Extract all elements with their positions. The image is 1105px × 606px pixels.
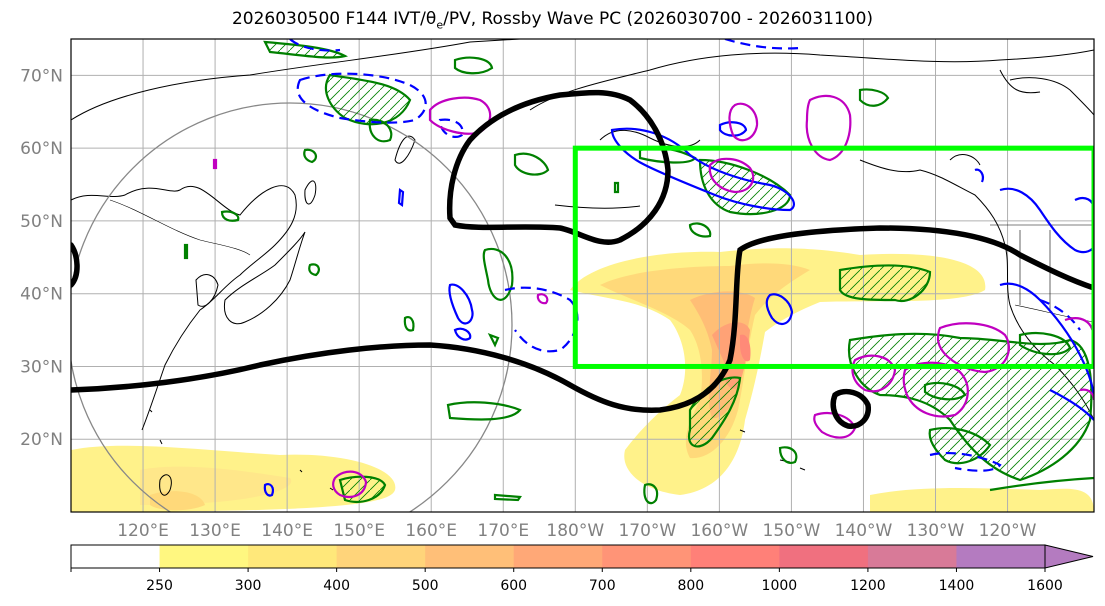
latitude-label: 70°N [20, 66, 63, 86]
colorbar-segment [513, 545, 603, 568]
colorbar-segment [336, 545, 426, 568]
longitude-label: 160°E [405, 521, 457, 541]
latitude-label: 30°N [20, 357, 63, 377]
theta-negative-dashed-contours [289, 39, 1081, 472]
colorbar-tick-label: 1200 [850, 578, 886, 594]
colorbar-tick-label: 1400 [939, 578, 975, 594]
latitude-label: 60°N [20, 139, 63, 159]
longitude-labels: 120°E 130°E 140°E 150°E 160°E 170°E 180°W 170°W… [117, 521, 1036, 541]
colorbar-segment [425, 545, 515, 568]
longitude-label: 120°W [979, 521, 1037, 541]
borders [109, 199, 1094, 323]
colorbar-tick-label: 600 [500, 578, 527, 594]
longitude-label: 120°E [117, 521, 169, 541]
colorbar-segment [159, 545, 249, 568]
trough-lines [71, 89, 1094, 429]
colorbar: 250 300 400 500 600 700 800 1000 1200 1400 1600 [70, 544, 1094, 594]
colorbar-segment [956, 545, 1046, 568]
map-frame [70, 38, 1095, 513]
longitude-label: 130°E [189, 521, 241, 541]
colorbar-tick-label: 1000 [762, 578, 798, 594]
colorbar-tick-label: 300 [235, 578, 262, 594]
colorbar-segment [779, 545, 869, 568]
longitude-label: 160°W [690, 521, 748, 541]
theta-magenta-contours [212, 94, 1094, 499]
colorbar-tick-label: 250 [146, 578, 173, 594]
colorbar-tick-label: 1600 [1027, 578, 1063, 594]
colorbar-segment [71, 545, 161, 568]
pv-hatched-areas [263, 40, 1093, 503]
latitude-label: 40°N [20, 285, 63, 305]
colorbar-segment [867, 545, 957, 568]
longitude-label: 140°W [835, 521, 893, 541]
colorbar-tick-label: 400 [323, 578, 350, 594]
colorbar-segment [690, 545, 780, 568]
colorbar-extend-arrow [1044, 544, 1094, 569]
colorbar-tick-label: 700 [589, 578, 616, 594]
longitude-label: 150°W [763, 521, 821, 541]
latitude-label: 50°N [20, 212, 63, 232]
latitude-label: 20°N [20, 430, 63, 450]
colorbar-segment [248, 545, 338, 568]
longitude-label: 180°W [546, 521, 604, 541]
theta-positive-contours [263, 121, 1094, 497]
pv-contours [183, 56, 1094, 505]
longitude-label: 140°E [261, 521, 313, 541]
colorbar-frame [70, 544, 1046, 569]
reference-circle [71, 102, 513, 512]
longitude-label: 170°E [477, 521, 529, 541]
longitude-label: 150°E [333, 521, 385, 541]
longitude-label: 170°W [618, 521, 676, 541]
page-title: 2026030500 F144 IVT/θe/PV, Rossby Wave P… [231, 9, 874, 32]
colorbar-tick-label: 500 [412, 578, 439, 594]
colorbar-segment [602, 545, 692, 568]
latitude-labels: 70°N 60°N 50°N 40°N 30°N 20°N [20, 66, 63, 450]
longitude-label: 130°W [907, 521, 965, 541]
colorbar-tick-label: 800 [677, 578, 704, 594]
analysis-box [572, 145, 1094, 369]
map-area [71, 39, 1094, 512]
